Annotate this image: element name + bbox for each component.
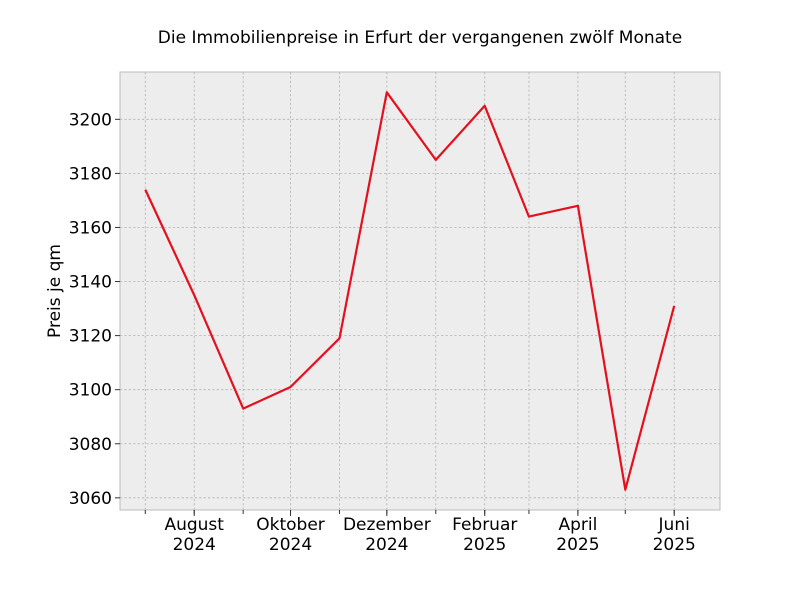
x-tick-label-year: 2024 — [173, 535, 216, 555]
x-tick-label-year: 2025 — [653, 535, 696, 555]
x-tick-label-year: 2024 — [365, 535, 408, 555]
y-tick-label: 3100 — [69, 381, 112, 401]
y-tick-label: 3140 — [69, 273, 112, 293]
x-tick-label-month: Dezember — [343, 515, 431, 535]
chart-title: Die Immobilienpreise in Erfurt der verga… — [158, 28, 682, 48]
plot-area — [119, 71, 721, 511]
y-tick-label: 3120 — [69, 327, 112, 347]
y-tick-label: 3160 — [69, 218, 112, 238]
x-tick-label-month: Juni — [658, 515, 690, 535]
y-axis-label: Preis je qm — [45, 244, 65, 338]
grid-layer — [120, 72, 720, 510]
x-tick-label-year: 2025 — [556, 535, 599, 555]
x-tick-label-year: 2024 — [269, 535, 312, 555]
x-tick-label-month: August — [164, 515, 224, 535]
x-tick-label-month: Februar — [452, 515, 517, 535]
series-line — [144, 91, 676, 491]
y-tick-label: 3080 — [69, 435, 112, 455]
y-tick-label: 3200 — [69, 110, 112, 130]
x-tick-label-year: 2025 — [463, 535, 506, 555]
y-tick-label: 3060 — [69, 489, 112, 509]
x-tick-label-month: Oktober — [256, 515, 325, 535]
y-tick-label: 3180 — [69, 164, 112, 184]
series-layer — [144, 91, 676, 491]
x-tick-label-month: April — [558, 515, 597, 535]
tick-layer: 30603080310031203140316031803200August20… — [69, 110, 696, 555]
